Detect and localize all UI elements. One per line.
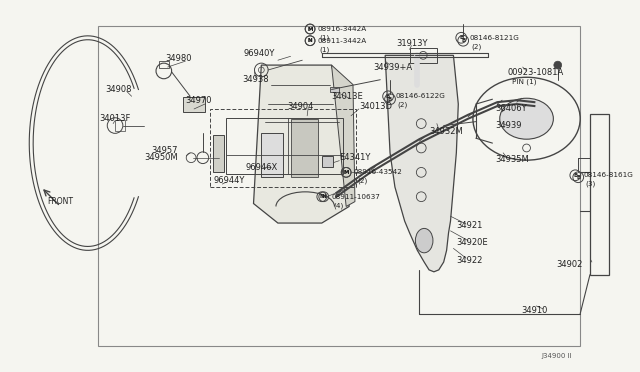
Text: M: M: [307, 26, 313, 32]
Text: 08916-3442A: 08916-3442A: [318, 26, 367, 32]
Polygon shape: [253, 65, 349, 223]
Bar: [115, 120, 125, 131]
Bar: [183, 97, 205, 112]
Text: N: N: [308, 38, 312, 43]
Text: 34938: 34938: [242, 75, 268, 84]
Text: 34980: 34980: [166, 54, 192, 63]
Text: 08911-3442A: 08911-3442A: [318, 38, 367, 44]
Text: 36406Y: 36406Y: [495, 105, 527, 113]
Bar: [261, 133, 283, 177]
Text: B: B: [573, 173, 577, 178]
Text: (2): (2): [357, 178, 367, 185]
Ellipse shape: [500, 98, 554, 139]
Bar: [330, 87, 339, 92]
Text: E4341Y: E4341Y: [339, 153, 371, 162]
Text: 96946X: 96946X: [246, 163, 278, 172]
Text: 34932M: 34932M: [429, 127, 463, 136]
Text: M: M: [307, 26, 313, 32]
Text: 34921: 34921: [456, 221, 483, 231]
Text: 34910: 34910: [522, 306, 548, 315]
Text: 96944Y: 96944Y: [214, 176, 245, 185]
Text: 34904: 34904: [287, 102, 314, 110]
Ellipse shape: [415, 228, 433, 253]
Bar: [410, 48, 437, 63]
Bar: [159, 61, 169, 68]
Text: M: M: [344, 170, 349, 175]
Text: 34970: 34970: [185, 96, 212, 105]
Bar: [322, 156, 333, 167]
Bar: [291, 119, 318, 177]
Text: 34939+A: 34939+A: [374, 62, 413, 71]
Text: 34908: 34908: [106, 85, 132, 94]
Text: 34922: 34922: [456, 256, 483, 264]
Polygon shape: [332, 65, 355, 206]
Text: (2): (2): [398, 102, 408, 108]
Text: 08911-10637: 08911-10637: [332, 194, 380, 200]
Text: B: B: [386, 94, 390, 99]
Text: (1): (1): [320, 35, 330, 41]
Text: B: B: [459, 35, 463, 40]
Text: 34957: 34957: [151, 147, 178, 155]
Text: 08146-8161G: 08146-8161G: [583, 172, 633, 178]
Bar: [590, 114, 609, 275]
Text: 00923-1081A: 00923-1081A: [507, 68, 563, 77]
Text: FRONT: FRONT: [47, 197, 73, 206]
Text: 08146-6122G: 08146-6122G: [396, 93, 446, 99]
Text: 34013F: 34013F: [99, 114, 131, 123]
Text: (1): (1): [320, 46, 330, 53]
Text: 34950M: 34950M: [144, 153, 178, 162]
Text: (3): (3): [585, 181, 595, 187]
Text: N: N: [319, 194, 324, 199]
Circle shape: [554, 61, 562, 69]
Text: N: N: [321, 194, 326, 199]
Text: 96940Y: 96940Y: [244, 49, 275, 58]
Text: 34920E: 34920E: [456, 238, 488, 247]
Text: PIN (1): PIN (1): [512, 78, 536, 85]
Text: 08916-43542: 08916-43542: [354, 169, 403, 175]
Text: M: M: [344, 170, 349, 175]
Text: 34013E: 34013E: [332, 92, 364, 101]
Bar: [226, 118, 343, 174]
Polygon shape: [385, 55, 458, 272]
Text: 34935M: 34935M: [495, 155, 529, 164]
Text: 34939: 34939: [495, 121, 522, 130]
Bar: [210, 109, 356, 187]
Text: 31913Y: 31913Y: [396, 39, 428, 48]
Text: 34902: 34902: [556, 260, 582, 269]
Text: B: B: [388, 97, 392, 102]
Text: (2): (2): [471, 43, 481, 50]
Text: N: N: [308, 38, 312, 43]
Bar: [97, 26, 580, 346]
Text: J34900 II: J34900 II: [541, 353, 572, 359]
Text: 08146-8121G: 08146-8121G: [469, 35, 519, 41]
Text: B: B: [461, 38, 465, 43]
Text: (4): (4): [333, 202, 344, 209]
Text: 34013D: 34013D: [359, 102, 392, 110]
Bar: [212, 135, 224, 172]
Text: B: B: [576, 175, 580, 180]
